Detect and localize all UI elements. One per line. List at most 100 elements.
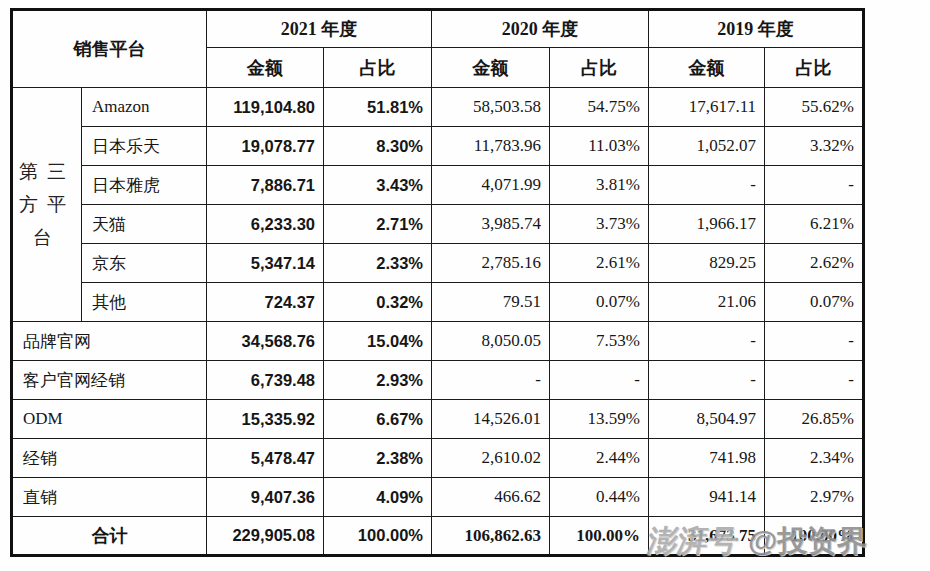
share-2019-cell: - bbox=[765, 166, 864, 205]
share-2021-cell: 51.81% bbox=[324, 88, 432, 127]
share-2019-cell: 2.34% bbox=[765, 439, 864, 478]
share-2021-cell: 6.67% bbox=[324, 400, 432, 439]
share-2021-cell: 15.04% bbox=[324, 322, 432, 361]
header-year-row: 销售平台 2021 年度 2020 年度 2019 年度 bbox=[12, 10, 864, 48]
share-2020-cell: 2.61% bbox=[550, 244, 649, 283]
share-2019-cell: 2.62% bbox=[765, 244, 864, 283]
amount-2021-cell: 229,905.08 bbox=[207, 517, 324, 556]
amount-2019-cell: 21.06 bbox=[649, 283, 765, 322]
share-2021-cell: 8.30% bbox=[324, 127, 432, 166]
share-2020-cell: 54.75% bbox=[550, 88, 649, 127]
share-2019-cell: 3.32% bbox=[765, 127, 864, 166]
amount-2021-cell: 34,568.76 bbox=[207, 322, 324, 361]
platform-label: 日本乐天 bbox=[82, 127, 207, 166]
platform-label: 品牌官网 bbox=[12, 322, 207, 361]
year-2021-header: 2021 年度 bbox=[207, 10, 432, 48]
share-2020-cell: - bbox=[550, 361, 649, 400]
share-2019-cell: 55.62% bbox=[765, 88, 864, 127]
amount-2021-cell: 9,407.36 bbox=[207, 478, 324, 517]
amount-2020-cell: 106,862.63 bbox=[432, 517, 550, 556]
platform-label: ODM bbox=[12, 400, 207, 439]
amount-2020-cell: 2,785.16 bbox=[432, 244, 550, 283]
amount-2019-cell: 17,617.11 bbox=[649, 88, 765, 127]
amount-header-2021: 金额 bbox=[207, 48, 324, 88]
amount-2019-cell: - bbox=[649, 322, 765, 361]
table-row: 日本雅虎 7,886.71 3.43% 4,071.99 3.81% - - bbox=[12, 166, 864, 205]
year-2019-header: 2019 年度 bbox=[649, 10, 864, 48]
share-2020-cell: 0.44% bbox=[550, 478, 649, 517]
group-label-third-party: 第三方平台 bbox=[12, 88, 82, 322]
amount-2019-cell: 941.14 bbox=[649, 478, 765, 517]
table-row: 客户官网经销 6,739.48 2.93% - - - - bbox=[12, 361, 864, 400]
share-2019-cell: 2.97% bbox=[765, 478, 864, 517]
amount-2019-cell: - bbox=[649, 361, 765, 400]
amount-2020-cell: 4,071.99 bbox=[432, 166, 550, 205]
platform-label: 客户官网经销 bbox=[12, 361, 207, 400]
share-2019-cell: 0.07% bbox=[765, 283, 864, 322]
share-2021-cell: 4.09% bbox=[324, 478, 432, 517]
amount-2021-cell: 5,478.47 bbox=[207, 439, 324, 478]
table-row: 天猫 6,233.30 2.71% 3,985.74 3.73% 1,966.1… bbox=[12, 205, 864, 244]
share-2021-cell: 2.33% bbox=[324, 244, 432, 283]
platform-label: 其他 bbox=[82, 283, 207, 322]
amount-2021-cell: 119,104.80 bbox=[207, 88, 324, 127]
amount-2021-cell: 724.37 bbox=[207, 283, 324, 322]
table-row: 京东 5,347.14 2.33% 2,785.16 2.61% 829.25 … bbox=[12, 244, 864, 283]
amount-2019-cell: 1,052.07 bbox=[649, 127, 765, 166]
table-row: ODM 15,335.92 6.67% 14,526.01 13.59% 8,5… bbox=[12, 400, 864, 439]
amount-2019-cell: 8,504.97 bbox=[649, 400, 765, 439]
platform-label: 经销 bbox=[12, 439, 207, 478]
share-2020-cell: 3.73% bbox=[550, 205, 649, 244]
share-2019-cell: - bbox=[765, 361, 864, 400]
platform-header-cell: 销售平台 bbox=[12, 10, 207, 88]
total-row: 合计 229,905.08 100.00% 106,862.63 100.00%… bbox=[12, 517, 864, 556]
amount-2020-cell: 14,526.01 bbox=[432, 400, 550, 439]
amount-2019-cell: 829.25 bbox=[649, 244, 765, 283]
amount-2021-cell: 19,078.77 bbox=[207, 127, 324, 166]
share-header-2020: 占比 bbox=[550, 48, 649, 88]
share-2020-cell: 100.00% bbox=[550, 517, 649, 556]
document-page: 销售平台 2021 年度 2020 年度 2019 年度 金额 占比 金额 占比… bbox=[0, 0, 930, 571]
platform-label: 天猫 bbox=[82, 205, 207, 244]
table-row: 经销 5,478.47 2.38% 2,610.02 2.44% 741.98 … bbox=[12, 439, 864, 478]
platform-label: 京东 bbox=[82, 244, 207, 283]
amount-header-2020: 金额 bbox=[432, 48, 550, 88]
group-label-text: 第三方平台 bbox=[18, 155, 76, 255]
table-row: 其他 724.37 0.32% 79.51 0.07% 21.06 0.07% bbox=[12, 283, 864, 322]
amount-2020-cell: - bbox=[432, 361, 550, 400]
share-2020-cell: 13.59% bbox=[550, 400, 649, 439]
amount-2020-cell: 3,985.74 bbox=[432, 205, 550, 244]
share-2020-cell: 7.53% bbox=[550, 322, 649, 361]
amount-2019-cell: - bbox=[649, 166, 765, 205]
table-row: 直销 9,407.36 4.09% 466.62 0.44% 941.14 2.… bbox=[12, 478, 864, 517]
share-2020-cell: 2.44% bbox=[550, 439, 649, 478]
share-2021-cell: 0.32% bbox=[324, 283, 432, 322]
amount-2021-cell: 6,233.30 bbox=[207, 205, 324, 244]
year-2020-header: 2020 年度 bbox=[432, 10, 649, 48]
share-2020-cell: 0.07% bbox=[550, 283, 649, 322]
share-2021-cell: 100.00% bbox=[324, 517, 432, 556]
share-2021-cell: 3.43% bbox=[324, 166, 432, 205]
amount-2020-cell: 8,050.05 bbox=[432, 322, 550, 361]
amount-2020-cell: 466.62 bbox=[432, 478, 550, 517]
share-2019-cell: 100.00% bbox=[765, 517, 864, 556]
share-header-2021: 占比 bbox=[324, 48, 432, 88]
share-2020-cell: 11.03% bbox=[550, 127, 649, 166]
amount-2021-cell: 6,739.48 bbox=[207, 361, 324, 400]
sales-platform-table: 销售平台 2021 年度 2020 年度 2019 年度 金额 占比 金额 占比… bbox=[10, 8, 865, 557]
share-2021-cell: 2.38% bbox=[324, 439, 432, 478]
platform-label: 直销 bbox=[12, 478, 207, 517]
table-row: 品牌官网 34,568.76 15.04% 8,050.05 7.53% - - bbox=[12, 322, 864, 361]
amount-2020-cell: 79.51 bbox=[432, 283, 550, 322]
total-label: 合计 bbox=[12, 517, 207, 556]
amount-2019-cell: 741.98 bbox=[649, 439, 765, 478]
share-2019-cell: 26.85% bbox=[765, 400, 864, 439]
share-2021-cell: 2.71% bbox=[324, 205, 432, 244]
amount-2019-cell: 31,673.75 bbox=[649, 517, 765, 556]
table-row: 日本乐天 19,078.77 8.30% 11,783.96 11.03% 1,… bbox=[12, 127, 864, 166]
share-2019-cell: 6.21% bbox=[765, 205, 864, 244]
amount-2020-cell: 2,610.02 bbox=[432, 439, 550, 478]
amount-2021-cell: 7,886.71 bbox=[207, 166, 324, 205]
platform-label: 日本雅虎 bbox=[82, 166, 207, 205]
share-header-2019: 占比 bbox=[765, 48, 864, 88]
